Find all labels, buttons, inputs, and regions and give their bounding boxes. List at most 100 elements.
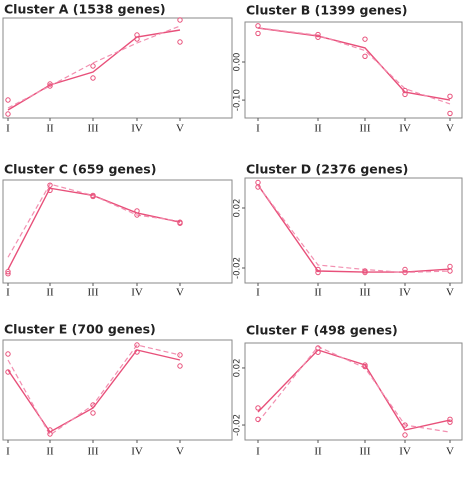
mean-line	[7, 187, 181, 270]
replicate-point	[315, 31, 321, 38]
x-tick-label: I	[256, 287, 260, 299]
replicate-point	[447, 93, 453, 99]
replicate-point	[447, 416, 453, 423]
replicate-point	[255, 30, 261, 37]
replicate-point	[177, 220, 183, 226]
replicate-point	[90, 402, 96, 408]
mean-line	[7, 349, 181, 433]
replicate-point	[134, 349, 140, 355]
replicate-point	[90, 193, 96, 200]
mean-line	[257, 349, 451, 431]
replicate-point	[402, 432, 408, 438]
panel-title: Cluster D (2376 genes)	[246, 162, 408, 177]
x-tick-label: I	[6, 287, 10, 299]
x-tick-label: V	[176, 446, 184, 458]
replicate-point	[134, 36, 140, 42]
replicate-point	[447, 263, 453, 270]
replicate-point	[362, 53, 368, 59]
replicate-point	[447, 268, 453, 274]
replicate-point	[315, 349, 321, 355]
replicate-point	[315, 266, 321, 273]
replicate-point	[315, 269, 321, 276]
replicate-point	[255, 405, 261, 411]
panel: Cluster F (498 genes)I II III IV V-0.020.02	[233, 323, 463, 458]
plot-frame	[244, 177, 463, 284]
mean-line	[7, 29, 181, 111]
y-tick-label: 0.02	[233, 199, 243, 218]
y-tick-label: -0.02	[233, 257, 243, 279]
replicate-point	[134, 342, 140, 348]
x-tick-label: II	[314, 446, 322, 458]
mean-line	[257, 27, 451, 101]
fitted-line	[257, 27, 451, 105]
x-tick-label: V	[446, 287, 454, 299]
replicate-point	[134, 212, 140, 218]
x-tick-label: II	[46, 123, 54, 135]
y-tick-label: -0.02	[233, 414, 243, 436]
replicate-point	[177, 352, 183, 358]
x-tick-label: V	[176, 287, 184, 299]
replicate-point	[5, 111, 11, 117]
replicate-point	[402, 269, 408, 276]
x-tick-label: IV	[131, 287, 143, 299]
replicate-point	[402, 91, 408, 98]
x-tick-label: III	[88, 123, 99, 135]
replicate-point	[177, 17, 183, 23]
replicate-point	[362, 269, 368, 276]
plot-frame	[2, 339, 233, 441]
x-tick-label: V	[446, 446, 454, 458]
replicate-point	[315, 34, 321, 40]
fitted-line	[7, 344, 181, 436]
replicate-point	[447, 419, 453, 425]
panel-title: Cluster B (1399 genes)	[246, 3, 407, 18]
panel: Cluster B (1399 genes)I II III IV V-0.100.00	[233, 3, 463, 135]
plot-frame	[244, 21, 463, 119]
fitted-line	[257, 345, 451, 433]
replicate-point	[177, 363, 183, 369]
replicate-point	[255, 179, 261, 186]
replicate-point	[447, 110, 453, 117]
x-tick-label: IV	[399, 287, 411, 299]
x-tick-label: I	[256, 446, 260, 458]
plot-frame	[2, 17, 233, 119]
x-tick-label: III	[360, 446, 371, 458]
replicate-point	[47, 187, 53, 194]
replicate-point	[5, 351, 11, 357]
x-tick-label: II	[314, 123, 322, 135]
replicate-point	[255, 184, 261, 190]
x-tick-label: IV	[399, 446, 411, 458]
plot-frame	[2, 179, 233, 284]
panel-title: Cluster C (659 genes)	[4, 162, 156, 177]
replicate-point	[47, 182, 53, 188]
replicate-point	[90, 63, 96, 69]
x-tick-label: III	[88, 446, 99, 458]
x-tick-label: I	[6, 123, 10, 135]
x-tick-label: II	[46, 287, 54, 299]
panel-title: Cluster A (1538 genes)	[4, 2, 166, 17]
x-tick-label: II	[314, 287, 322, 299]
x-tick-label: I	[256, 123, 260, 135]
x-tick-label: V	[176, 123, 184, 135]
panel-title: Cluster E (700 genes)	[4, 322, 156, 337]
plot-frame	[244, 342, 463, 441]
replicate-point	[402, 87, 408, 94]
replicate-point	[5, 271, 11, 277]
x-tick-label: III	[360, 287, 371, 299]
replicate-point	[90, 75, 96, 81]
replicate-point	[255, 416, 261, 423]
fitted-line	[7, 183, 181, 258]
x-tick-label: II	[46, 446, 54, 458]
panel: Cluster E (700 genes)I II III IV V	[2, 322, 233, 458]
fitted-line	[7, 25, 181, 109]
fitted-line	[257, 185, 451, 274]
replicate-point	[362, 363, 368, 370]
replicate-point	[90, 410, 96, 416]
replicate-point	[177, 39, 183, 45]
x-tick-label: III	[88, 287, 99, 299]
replicate-point	[47, 81, 53, 87]
replicate-point	[255, 23, 261, 29]
x-tick-label: V	[446, 123, 454, 135]
y-tick-label: -0.10	[233, 89, 243, 111]
replicate-point	[47, 431, 53, 437]
